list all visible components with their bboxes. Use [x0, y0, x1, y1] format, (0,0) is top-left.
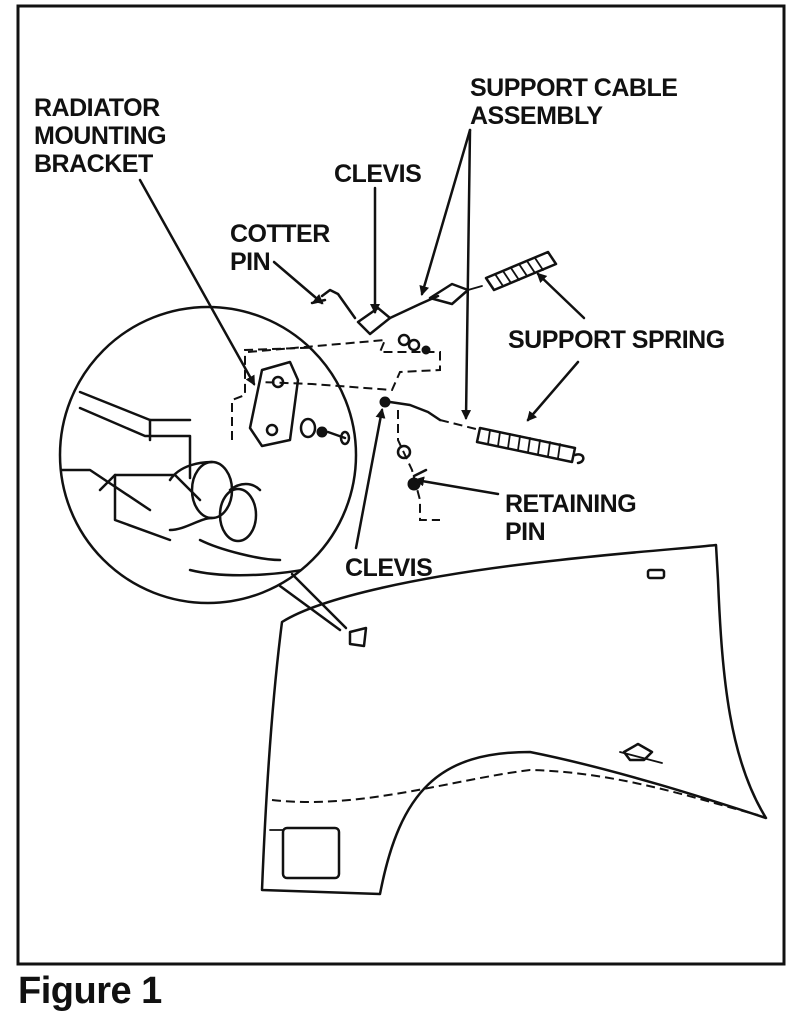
leader-lines — [138, 128, 586, 550]
label-cotter-pin: COTTER PIN — [230, 220, 330, 276]
support-spring-lower — [475, 426, 585, 465]
label-retaining-pin: RETAINING PIN — [505, 490, 637, 546]
detail-magnifier — [58, 305, 358, 632]
support-cable-assembly — [247, 250, 585, 521]
detail-locator — [348, 626, 368, 648]
mounting-bracket — [248, 360, 300, 448]
hood-panel — [260, 543, 768, 896]
retaining-pin — [397, 410, 440, 521]
cotter-pin — [320, 288, 357, 320]
support-spring-upper — [484, 250, 558, 292]
label-clevis-top: CLEVIS — [334, 160, 422, 188]
label-support-cable-assembly: SUPPORT CABLE ASSEMBLY — [470, 74, 678, 130]
label-radiator-mounting-bracket: RADIATOR MOUNTING BRACKET — [34, 94, 167, 178]
figure-border — [16, 4, 786, 966]
figure-caption: Figure 1 — [18, 970, 162, 1012]
label-support-spring: SUPPORT SPRING — [508, 326, 725, 354]
detail-circle — [58, 305, 358, 605]
label-clevis-bottom: CLEVIS — [345, 554, 433, 582]
headlamp — [281, 826, 341, 880]
